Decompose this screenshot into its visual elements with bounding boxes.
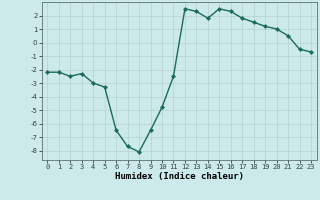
X-axis label: Humidex (Indice chaleur): Humidex (Indice chaleur) bbox=[115, 172, 244, 181]
